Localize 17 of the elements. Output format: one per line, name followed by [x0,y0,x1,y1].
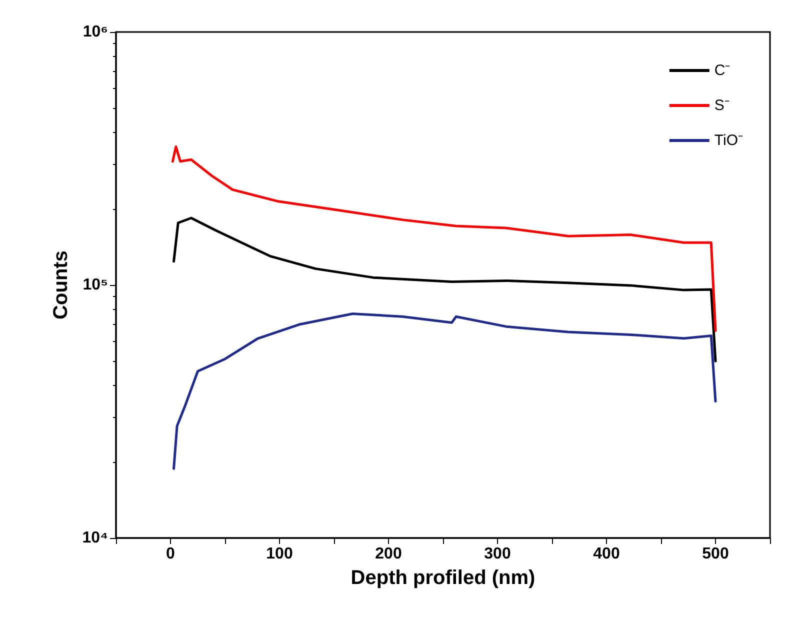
x-tick-label: 400 [593,546,620,562]
y-tick-label: 10⁵ [82,276,108,294]
x-tick-label: 300 [484,546,511,562]
x-tick-label: 200 [375,546,402,562]
y-tick-label: 10⁶ [82,24,108,40]
line-series [172,216,717,362]
x-tick-label: 100 [266,546,293,562]
y-tick-label: 10⁴ [82,530,108,546]
line-series [172,312,717,470]
legend-label: TiO⁻ [714,132,744,149]
x-tick-label: 0 [166,546,176,562]
legend-label: S⁻ [714,97,730,114]
x-tick-label: 500 [702,546,729,562]
legend-label: C⁻ [714,62,730,79]
line-series [171,145,717,332]
x-axis-title: Depth profiled (nm) [350,567,536,589]
y-axis-title: Counts [50,250,72,320]
